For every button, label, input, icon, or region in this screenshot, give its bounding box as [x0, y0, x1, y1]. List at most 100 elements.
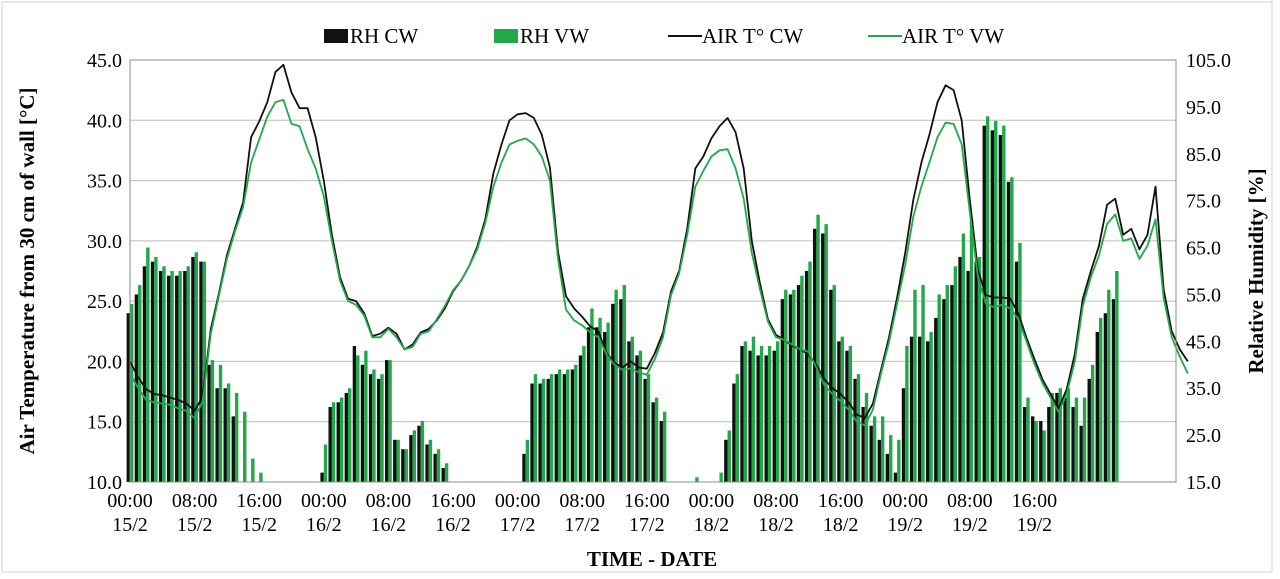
bar-rh-cw — [845, 350, 849, 482]
bar-rh-vw — [1082, 397, 1087, 482]
bar-rh-cw — [150, 261, 155, 482]
bar-rh-vw — [719, 472, 723, 482]
bar-rh-cw — [748, 350, 752, 482]
bar-rh-cw — [134, 294, 139, 482]
bar-rh-vw — [226, 383, 231, 482]
bar-rh-vw — [929, 331, 933, 482]
bar-rh-vw — [767, 346, 772, 482]
bar-rh-vw — [218, 364, 223, 482]
bar-rh-vw — [654, 397, 659, 482]
bar-rh-cw — [166, 275, 171, 482]
bar-rh-vw — [154, 256, 158, 482]
bar-rh-cw — [659, 421, 663, 482]
bar-rh-cw — [756, 355, 760, 482]
y-left-tick-label: 30.0 — [87, 231, 122, 253]
bar-rh-vw — [985, 116, 990, 483]
x-tick-label-time: 16:00 — [430, 490, 476, 512]
bar-rh-vw — [784, 289, 788, 482]
bar-rh-cw — [853, 378, 857, 482]
bar-rh-vw — [1090, 364, 1095, 482]
lines — [129, 63, 1189, 427]
bar-rh-cw — [385, 360, 389, 482]
x-tick-label-time: 08:00 — [947, 490, 993, 512]
bar-rh-vw — [743, 341, 748, 482]
bar-rh-cw — [877, 439, 881, 482]
bar-rh-vw — [590, 308, 594, 482]
x-tick-label-date: 18/2 — [823, 514, 859, 536]
bar-rh-vw — [420, 421, 425, 482]
bar-rh-vw — [969, 219, 974, 482]
x-tick-label-time: 08:00 — [753, 490, 799, 512]
bar-rh-cw — [1022, 406, 1027, 482]
bar-rh-cw — [901, 388, 906, 482]
x-tick-label-date: 16/2 — [306, 514, 342, 536]
bar-rh-vw — [170, 271, 174, 482]
y-axis-left-title: Air Temperature from 30 cm of wall [°C] — [15, 87, 39, 454]
bar-rh-vw — [945, 285, 949, 482]
bar-rh-vw — [364, 350, 368, 482]
legend-item-rh-cw: RH CW — [324, 24, 418, 48]
bar-rh-vw — [953, 266, 958, 482]
bar-rh-vw — [412, 430, 417, 482]
bars — [126, 116, 1119, 483]
bar-rh-cw — [780, 299, 785, 482]
legend: RH CW RH VW AIR T° CW AIR T° VW — [324, 24, 1004, 48]
bar-rh-vw — [1042, 430, 1046, 482]
bar-rh-vw — [404, 449, 408, 482]
bar-rh-vw — [1107, 289, 1111, 482]
bar-rh-cw — [885, 453, 890, 482]
bar-rh-cw — [651, 402, 655, 482]
bar-rh-cw — [393, 439, 397, 482]
bar-rh-cw — [191, 256, 195, 482]
y-right-tick-label: 65.0 — [1186, 238, 1221, 260]
x-tick-label-date: 17/2 — [629, 514, 665, 536]
x-tick-label-time: 08:00 — [366, 490, 412, 512]
bar-rh-cw — [869, 425, 873, 482]
bar-rh-cw — [538, 383, 542, 482]
bar-rh-vw — [323, 444, 328, 482]
bar-rh-vw — [856, 374, 861, 482]
bar-rh-cw — [942, 299, 946, 482]
y-left-tick-label: 10.0 — [87, 472, 122, 494]
bar-rh-cw — [158, 271, 163, 482]
bar-rh-vw — [864, 392, 869, 482]
bar-rh-cw — [1047, 406, 1051, 482]
bar-rh-vw — [727, 430, 731, 482]
x-tick-label-date: 16/2 — [435, 514, 471, 536]
bar-rh-cw — [1071, 406, 1075, 482]
x-tick-label-date: 15/2 — [241, 514, 277, 536]
bar-rh-cw — [1055, 392, 1059, 482]
y-left-tick-label: 15.0 — [87, 412, 122, 434]
bar-rh-cw — [336, 402, 340, 482]
bar-rh-vw — [186, 266, 190, 482]
bar-rh-vw — [751, 336, 756, 482]
x-tick-label-time: 00:00 — [301, 490, 347, 512]
x-tick-label-time: 00:00 — [882, 490, 928, 512]
bar-rh-vw — [880, 416, 885, 482]
bar-rh-cw — [409, 435, 413, 482]
bar-rh-vw — [638, 350, 643, 482]
bar-rh-cw — [982, 125, 986, 483]
bar-rh-vw — [840, 336, 844, 482]
y-right-tick-label: 25.0 — [1186, 425, 1221, 447]
bar-rh-vw — [897, 439, 901, 482]
bar-rh-vw — [832, 285, 836, 482]
bar-rh-vw — [1074, 397, 1079, 482]
bar-rh-vw — [436, 449, 441, 482]
bar-rh-cw — [554, 374, 558, 482]
bar-rh-vw — [428, 439, 433, 482]
bar-rh-cw — [175, 275, 179, 482]
legend-item-air-t-vw: AIR T° VW — [868, 24, 1004, 48]
bar-rh-cw — [433, 453, 437, 482]
bar-rh-cw — [837, 341, 841, 482]
bar-rh-vw — [1026, 397, 1030, 482]
bar-rh-cw — [376, 378, 381, 482]
bar-rh-cw — [1103, 313, 1108, 482]
bar-rh-vw — [194, 252, 198, 482]
x-tick-label-date: 19/2 — [952, 514, 988, 536]
bar-rh-vw — [1050, 392, 1054, 482]
bar-rh-vw — [1115, 271, 1119, 482]
bar-rh-cw — [441, 467, 445, 482]
x-tick-label-date: 18/2 — [694, 514, 730, 536]
bar-rh-vw — [1034, 421, 1038, 482]
